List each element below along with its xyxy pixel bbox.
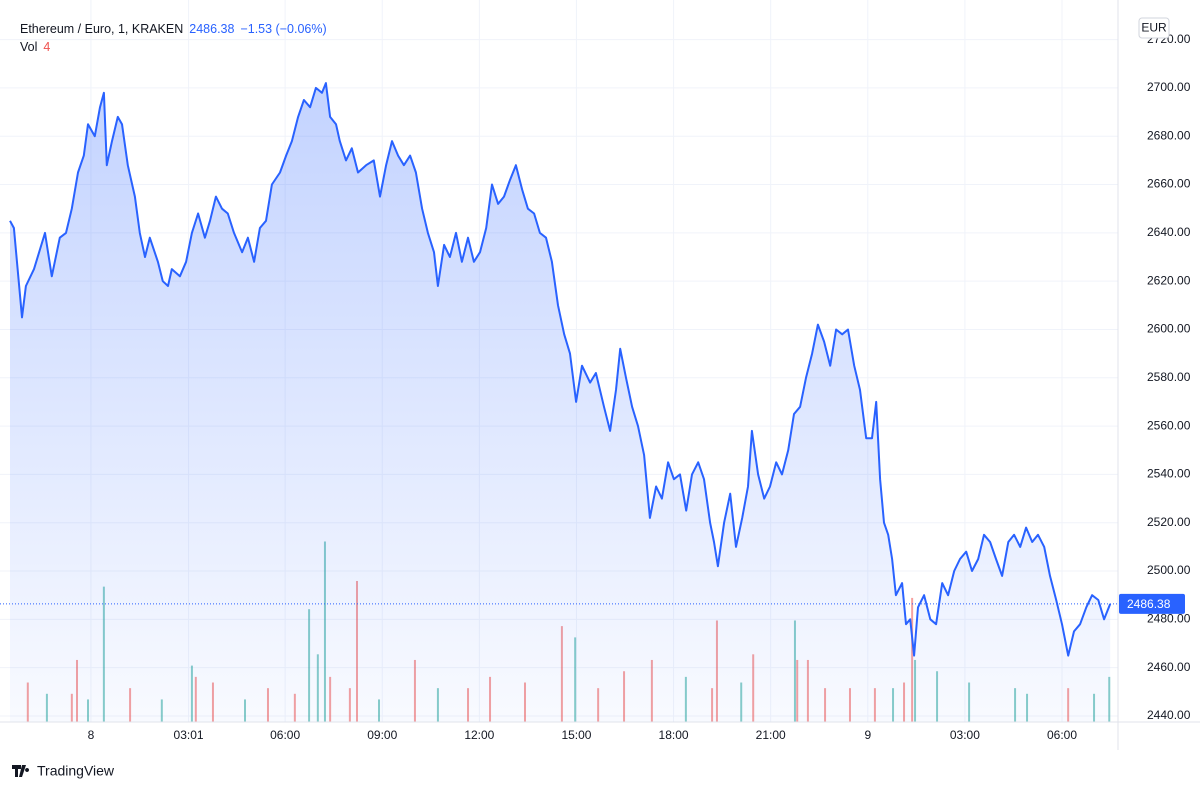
last-price-label: 2486.38	[1127, 597, 1171, 611]
x-tick-label: 06:00	[270, 728, 300, 742]
x-tick-label: 8	[88, 728, 95, 742]
chart-legend: Ethereum / Euro, 1, KRAKEN 2486.38 −1.53 (…	[20, 22, 327, 36]
y-tick-label: 2680.00	[1147, 128, 1191, 142]
y-tick-label: 2500.00	[1147, 563, 1191, 577]
volume-name: Vol	[20, 40, 38, 54]
brand-logo	[12, 765, 30, 777]
x-tick-label: 09:00	[367, 728, 397, 742]
x-tick-label: 18:00	[659, 728, 689, 742]
brand-name: TradingView	[37, 763, 115, 779]
y-tick-label: 2640.00	[1147, 225, 1191, 239]
x-tick-label: 06:00	[1047, 728, 1077, 742]
y-tick-label: 2560.00	[1147, 418, 1191, 432]
y-tick-label: 2440.00	[1147, 708, 1191, 722]
volume-last: 4	[43, 40, 51, 54]
y-tick-label: 2460.00	[1147, 660, 1191, 674]
x-tick-label: 03:01	[174, 728, 204, 742]
y-tick-label: 2660.00	[1147, 177, 1191, 191]
chart-title: Ethereum / Euro, 1, KRAKEN	[20, 22, 184, 36]
price-area	[10, 83, 1111, 723]
last-price: 2486.38	[189, 22, 235, 36]
x-tick-label: 03:00	[950, 728, 980, 742]
x-tick-label: 15:00	[561, 728, 591, 742]
x-tick-label: 21:00	[756, 728, 786, 742]
y-tick-label: 2540.00	[1147, 467, 1191, 481]
y-tick-label: 2480.00	[1147, 612, 1191, 626]
x-tick-label: 9	[864, 728, 871, 742]
y-tick-label: 2520.00	[1147, 515, 1191, 529]
y-tick-label: 2700.00	[1147, 80, 1191, 94]
currency-box	[1138, 17, 1170, 39]
y-tick-label: 2620.00	[1147, 273, 1191, 287]
y-tick-label: 2580.00	[1147, 370, 1191, 384]
price-change: −1.53 (−0.06%)	[240, 22, 327, 36]
price-line	[9, 82, 1112, 657]
last-price-badge	[1119, 593, 1185, 614]
volume-legend: Vol 4	[20, 40, 50, 54]
y-tick-label: 2600.00	[1147, 322, 1191, 336]
currency-label: EUR	[1141, 21, 1167, 35]
x-tick-label: 12:00	[464, 728, 494, 742]
